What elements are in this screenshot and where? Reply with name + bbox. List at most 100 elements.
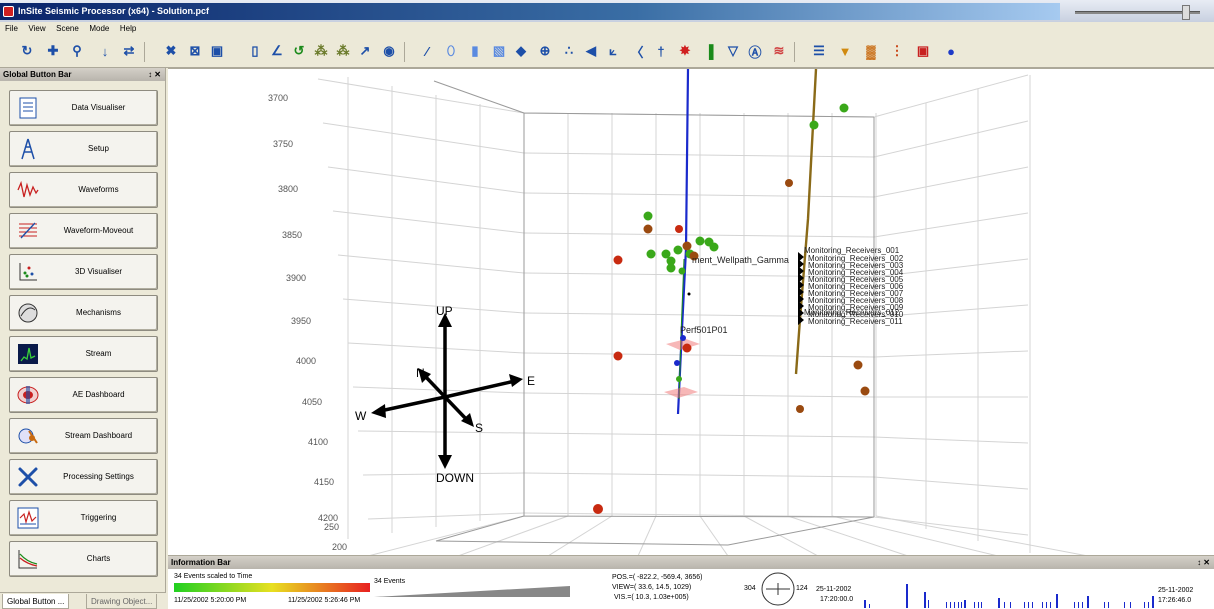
3d-visualiser-button[interactable]: 3D Visualiser: [9, 254, 158, 290]
scatter-icon[interactable]: ∴: [564, 43, 574, 58]
3d-scene[interactable]: 3700 3750 3800 3850 3900 3950 4000 4050 …: [168, 69, 1214, 555]
triggering-button[interactable]: Triggering: [9, 500, 158, 536]
font-icon[interactable]: Ⓐ: [748, 44, 762, 60]
zoom-slider-thumb[interactable]: [1182, 5, 1190, 20]
refresh-icon[interactable]: ⇄: [123, 43, 135, 58]
dots-icon[interactable]: ⋮: [890, 43, 904, 58]
sphere-icon[interactable]: ●: [947, 43, 955, 59]
filter-icon[interactable]: ▽: [728, 43, 738, 58]
label-icon[interactable]: ▼: [838, 43, 852, 59]
button-label: Waveforms: [78, 185, 119, 194]
data-visualiser-button[interactable]: Data Visualiser: [9, 90, 158, 126]
mechanism-icon: [16, 301, 40, 325]
menu-file[interactable]: File: [5, 24, 18, 33]
event-timeline[interactable]: [862, 582, 1156, 608]
toolbar-separator: [794, 42, 795, 62]
app-icon: [3, 6, 14, 17]
view-compass-icon: [761, 572, 795, 606]
time-end-date: 25-11-2002: [1158, 587, 1194, 594]
time-end: 17:26:46.0: [1158, 597, 1192, 604]
list-icon[interactable]: ☰: [813, 43, 825, 58]
processing-settings-button[interactable]: Processing Settings: [9, 459, 158, 495]
tools-icon[interactable]: ✖: [165, 43, 177, 58]
axis-icon[interactable]: ⟀: [609, 43, 617, 58]
menu-mode[interactable]: Mode: [89, 24, 110, 33]
setup-button[interactable]: Setup: [9, 131, 158, 167]
button-label: Triggering: [80, 513, 117, 522]
depth-tick: 4000: [296, 356, 316, 366]
zoom-slider-track[interactable]: [1075, 11, 1200, 14]
bracket-icon[interactable]: 〈: [630, 44, 644, 60]
information-bar-header: Information Bar ↕ ✕: [168, 556, 1214, 569]
chart-icon: [16, 547, 40, 571]
zoom-icon[interactable]: ⚲: [72, 43, 82, 58]
grid-icon[interactable]: ▓: [866, 43, 876, 59]
depth-tick: 4200: [318, 513, 338, 523]
global-button-bar-header: Global Button Bar ↕ ✕: [0, 68, 165, 81]
camera-icon[interactable]: ▣: [210, 43, 224, 58]
receivers: [798, 252, 804, 325]
compass-n-label: N: [416, 366, 425, 380]
receiver-label: Monitoring_Receivers_002: [808, 254, 904, 263]
button-label: Stream Dashboard: [64, 431, 133, 440]
compass-down-label: DOWN: [436, 471, 474, 485]
down-arrow-icon[interactable]: ↓: [101, 43, 109, 59]
square-icon[interactable]: ▣: [916, 43, 930, 58]
depth-tick: 3850: [282, 230, 302, 240]
button-label: Charts: [86, 554, 111, 563]
histogram-icon[interactable]: ▐: [704, 43, 714, 59]
charts-button[interactable]: Charts: [9, 541, 158, 577]
star-icon[interactable]: ✸: [679, 43, 691, 58]
receiver-label: Monitoring_Receivers_011: [808, 317, 903, 326]
graph-c-icon[interactable]: ↗: [359, 43, 371, 58]
scale-end: 11/25/2002 5:26:46 PM: [288, 597, 361, 604]
compass-left-value: 304: [744, 585, 756, 592]
move-icon[interactable]: ✚: [47, 43, 59, 58]
scatter3d-icon: [16, 260, 40, 284]
compass-right-value: 124: [796, 585, 808, 592]
button-label: Data Visualiser: [71, 103, 126, 112]
stream-dashboard-button[interactable]: Stream Dashboard: [9, 418, 158, 454]
receiver-label: Monitoring_Receivers_005: [808, 275, 904, 284]
waveform-icon: [16, 178, 40, 202]
menu-view[interactable]: View: [28, 24, 46, 33]
document-icon: [16, 96, 40, 120]
cylinder-icon[interactable]: ▮: [471, 43, 479, 58]
menu-scene[interactable]: Scene: [56, 24, 79, 33]
cross-icon[interactable]: †: [657, 43, 665, 59]
tab-global-button-bar[interactable]: Global Button ...: [2, 594, 70, 609]
trigger-icon: [16, 506, 40, 530]
graph-b-icon[interactable]: ⁂: [336, 43, 350, 58]
panel-controls[interactable]: ↕ ✕: [1197, 558, 1210, 567]
mechanisms-button[interactable]: Mechanisms: [9, 295, 158, 331]
plane-icon[interactable]: ◆: [516, 43, 526, 58]
frame-icon[interactable]: ⊠: [189, 43, 201, 58]
waveform-moveout-button[interactable]: Waveform-Moveout: [9, 213, 158, 249]
menu-help[interactable]: Help: [119, 24, 137, 33]
ellipse-icon[interactable]: ⬯: [446, 43, 456, 58]
global-button-bar: Global Button Bar ↕ ✕ Data Visualiser Se…: [0, 68, 166, 592]
wave-icon[interactable]: ≋: [773, 43, 785, 58]
pen-icon[interactable]: ∕: [425, 43, 429, 59]
title-bar: InSite Seismic Processor (x64) - Solutio…: [0, 0, 1214, 22]
stream-button[interactable]: Stream: [9, 336, 158, 372]
panel-controls[interactable]: ↕ ✕: [148, 70, 161, 79]
ae-dashboard-button[interactable]: AE Dashboard: [9, 377, 158, 413]
rotate-icon[interactable]: ↻: [21, 43, 33, 58]
waveforms-button[interactable]: Waveforms: [9, 172, 158, 208]
graph-a-icon[interactable]: ⁂: [314, 43, 328, 58]
bottom-tick: 200: [332, 542, 347, 552]
tab-drawing-objects[interactable]: Drawing Object...: [86, 594, 158, 609]
events-wedge: [374, 586, 570, 597]
time-color-scale: [174, 583, 370, 592]
stream-dashboard-icon: [16, 424, 40, 448]
angle-icon[interactable]: ∠: [271, 43, 283, 58]
target-icon[interactable]: ◉: [383, 43, 395, 58]
undo-icon[interactable]: ↺: [293, 43, 305, 58]
3d-viewport[interactable]: 3700 3750 3800 3850 3900 3950 4000 4050 …: [168, 68, 1214, 555]
crosshair-icon[interactable]: ⊕: [539, 43, 551, 58]
layers-icon[interactable]: ▯: [251, 43, 259, 58]
receiver-label: Monitoring_Receivers_010: [808, 310, 904, 319]
split-icon[interactable]: ◀: [586, 43, 596, 58]
cube-icon[interactable]: ▧: [492, 43, 506, 58]
